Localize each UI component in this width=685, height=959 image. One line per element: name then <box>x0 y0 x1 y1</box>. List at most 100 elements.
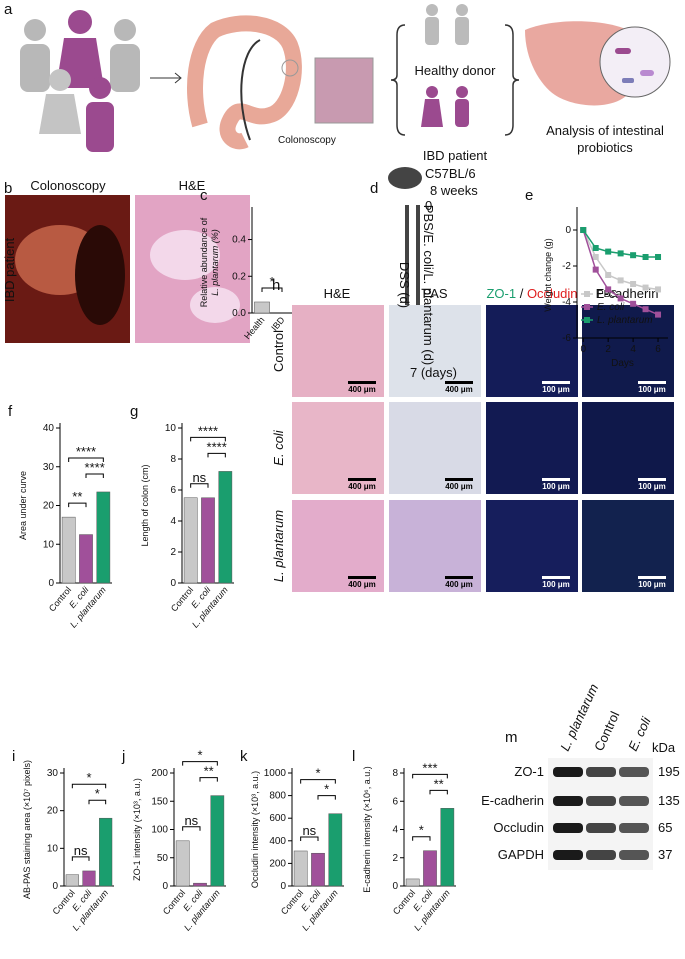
bracket <box>261 287 283 292</box>
label: 0 <box>425 198 432 213</box>
panel-label: g <box>130 403 138 420</box>
x-tick-label: Control <box>161 888 187 917</box>
label: Colonoscopy <box>278 135 336 146</box>
y-tick-label: 2 <box>392 853 398 864</box>
scale-label: 400 μm <box>348 385 376 394</box>
y-tick-label: 6 <box>170 485 176 496</box>
y-tick-label: 30 <box>47 768 59 779</box>
scale-bar <box>542 576 570 579</box>
marker <box>655 286 662 293</box>
y-tick-label: 30 <box>43 462 55 473</box>
scale-bar <box>445 576 473 579</box>
significance: ** <box>204 764 214 779</box>
scale-label: 400 μm <box>445 580 473 589</box>
bar <box>254 301 270 314</box>
y-tick-label: 6 <box>392 796 398 807</box>
tissue-inset <box>314 57 374 124</box>
bar <box>440 808 455 887</box>
band <box>619 850 649 860</box>
lane-label: Control <box>591 709 622 753</box>
y-tick-label: 0 <box>48 578 54 589</box>
lane-label: E. coli <box>625 714 654 753</box>
significance: * <box>324 782 329 797</box>
bar <box>210 795 225 887</box>
y-tick-label: 8 <box>170 454 176 465</box>
y-axis-label: Area under curve <box>18 471 28 540</box>
y-tick-label: -4 <box>562 297 571 308</box>
marker <box>630 281 637 287</box>
scale-label: 100 μm <box>542 482 570 491</box>
y-tick-label: 600 <box>269 813 286 824</box>
scale-bar <box>638 381 666 384</box>
y-tick-label: 50 <box>157 853 169 864</box>
y-tick-label: 800 <box>269 791 286 802</box>
bar <box>218 471 233 584</box>
bar <box>183 497 198 584</box>
scale-label: 100 μm <box>638 580 666 589</box>
kda: 195 <box>658 764 680 779</box>
y-tick-label: 150 <box>151 796 168 807</box>
kda: 37 <box>658 847 672 862</box>
bar <box>193 882 207 887</box>
bar <box>65 874 79 887</box>
panel-label: j <box>121 748 125 765</box>
significance: **** <box>207 439 227 454</box>
marker <box>630 252 637 259</box>
y-tick-label: 0 <box>392 881 398 892</box>
marker <box>642 306 649 313</box>
x-tick-label: 6 <box>655 344 661 355</box>
y-tick-label: 10 <box>43 539 55 550</box>
significance: * <box>197 748 202 763</box>
bracket <box>190 483 209 488</box>
y-tick-label: 100 <box>151 825 168 836</box>
bar <box>79 534 93 584</box>
x-tick-label: 4 <box>630 344 636 355</box>
marker <box>592 266 599 273</box>
y-tick-label: 2 <box>170 547 176 558</box>
row-label: Control <box>271 330 286 372</box>
scale-bar <box>542 381 570 384</box>
y-axis-label: AB-PAS staining area (×10⁷ pixels) <box>22 760 32 899</box>
panel-label: c <box>200 187 208 204</box>
y-tick-label: 0 <box>565 225 571 236</box>
bar <box>423 850 437 887</box>
bar <box>61 516 76 584</box>
band <box>619 796 649 806</box>
colon <box>187 15 302 150</box>
legend-label: PBS <box>597 289 617 300</box>
scale-bar <box>445 381 473 384</box>
scale-label: 100 μm <box>542 580 570 589</box>
panel-label: i <box>12 748 15 765</box>
panel-label: f <box>8 403 13 420</box>
marker <box>605 248 612 255</box>
label: 8 weeks <box>430 183 478 198</box>
band <box>586 767 616 777</box>
scale-bar <box>638 478 666 481</box>
marker <box>617 295 624 302</box>
row-label: E-cadherin <box>481 793 544 808</box>
y-tick-label: 0 <box>52 881 58 892</box>
label: Healthy donor <box>415 63 497 78</box>
significance: * <box>86 770 91 785</box>
significance: ** <box>72 489 82 504</box>
row-label: L. plantarum <box>271 510 286 582</box>
marker <box>642 254 649 260</box>
significance: ns <box>74 843 88 858</box>
scale-label: 400 μm <box>348 580 376 589</box>
bracket <box>68 502 87 508</box>
scale-bar <box>638 576 666 579</box>
y-tick-label: 200 <box>151 768 168 779</box>
y-tick-label: 0.0 <box>232 308 246 319</box>
label: IBD patient <box>423 148 488 163</box>
bar <box>293 850 308 887</box>
marker <box>592 254 599 260</box>
scale-bar <box>542 478 570 481</box>
band <box>586 796 616 806</box>
row-label: ZO-1 <box>514 764 544 779</box>
marker <box>617 277 624 284</box>
y-tick-label: 20 <box>47 806 59 817</box>
bar <box>328 813 343 887</box>
bracket <box>88 799 107 805</box>
band <box>586 823 616 833</box>
legend-swatch <box>584 304 590 310</box>
